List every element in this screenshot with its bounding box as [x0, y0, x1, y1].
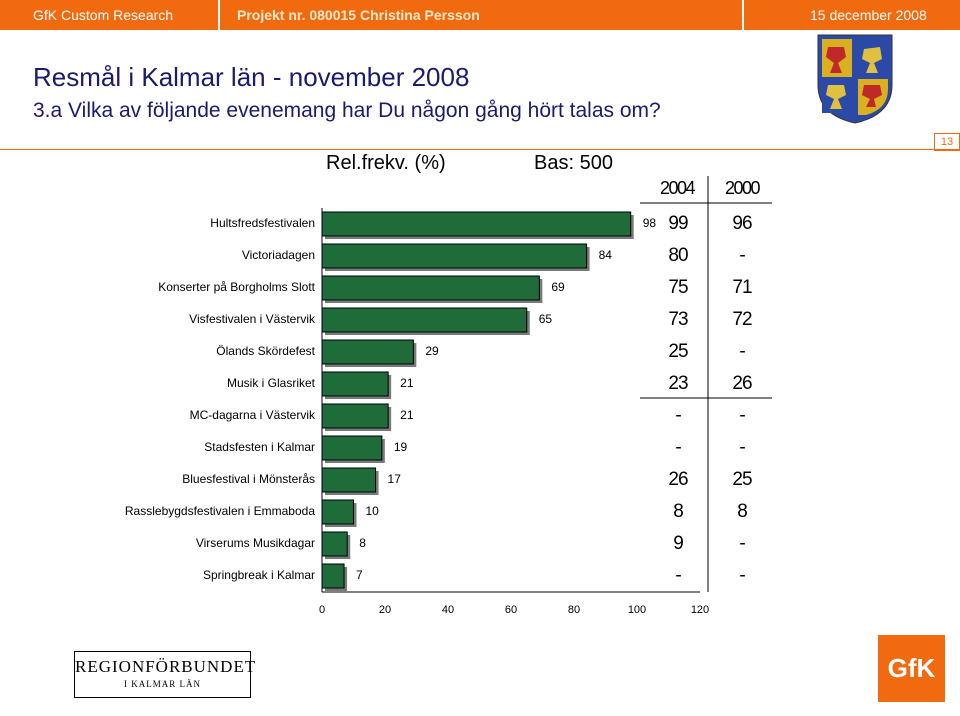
page-divider: [0, 149, 960, 150]
value-2004: 9: [673, 533, 684, 554]
region-logo: REGIONFÖRBUNDET I KALMAR LÄN: [74, 651, 257, 698]
value-2004: 23: [668, 373, 688, 394]
bar-value-label: 8: [359, 536, 366, 550]
chart-header-left: Rel.frekv. (%): [326, 152, 446, 174]
bar: [321, 371, 389, 397]
bar: [321, 435, 383, 461]
category-label: MC-dagarna i Västervik: [189, 408, 315, 422]
bar: [321, 563, 345, 589]
x-tick-label: 40: [441, 604, 455, 616]
x-tick-label: 20: [378, 604, 392, 616]
value-2004: 26: [668, 469, 688, 490]
category-label: Hultsfredsfestivalen: [210, 216, 315, 230]
value-2004: -: [675, 565, 681, 586]
value-2000: -: [739, 437, 745, 458]
chart-header-right: Bas: 500: [534, 152, 613, 174]
bar: [321, 211, 632, 237]
region-logo-line1: REGIONFÖRBUNDET: [75, 657, 257, 676]
bar-value-label: 17: [387, 472, 401, 486]
category-label: Visfestivalen i Västervik: [189, 312, 315, 326]
category-label: Virserums Musikdagar: [195, 536, 315, 550]
bar: [321, 403, 389, 429]
bar-value-label: 10: [365, 504, 379, 518]
bar-value-label: 84: [598, 248, 612, 262]
x-tick-label: 120: [690, 604, 710, 616]
bar-value-label: 21: [400, 408, 414, 422]
value-2004: 75: [668, 277, 688, 298]
category-label: Victoriadagen: [241, 248, 315, 262]
value-2004: -: [675, 405, 681, 426]
year-header-2004: 2004: [660, 178, 696, 198]
x-tick-label: 0: [318, 604, 326, 616]
bar: [321, 275, 540, 301]
bar-value-label: 29: [425, 344, 439, 358]
value-2000: 8: [737, 501, 748, 522]
top-bar-divider: [742, 0, 744, 30]
value-2004: 25: [668, 341, 688, 362]
value-2004: 8: [673, 501, 684, 522]
category-label: Rasslebygdsfestivalen i Emmaboda: [124, 504, 315, 518]
category-label: Ölands Skördefest: [216, 344, 315, 358]
company-label: GfK Custom Research: [33, 7, 174, 23]
category-label: Bluesfestival i Mönsterås: [182, 472, 315, 486]
bar: [321, 307, 528, 333]
date-label: 15 december 2008: [810, 7, 927, 23]
bar-value-label: 65: [538, 312, 553, 326]
value-2004: 99: [668, 213, 688, 234]
region-logo-line2: I KALMAR LÄN: [124, 679, 201, 689]
value-2004: 73: [668, 309, 688, 330]
bar-value-label: 69: [551, 280, 565, 294]
value-2000: 25: [732, 469, 752, 490]
project-label: Projekt nr. 080015 Christina Persson: [237, 7, 480, 23]
value-2000: -: [739, 533, 745, 554]
x-tick-label: 100: [627, 604, 647, 616]
bar: [321, 467, 377, 493]
value-2000: -: [739, 341, 745, 362]
top-bar: GfK Custom Research Projekt nr. 080015 C…: [0, 0, 960, 30]
value-2004: 80: [668, 245, 688, 266]
question-text: 3.a Vilka av följande evenemang har Du n…: [33, 99, 661, 122]
x-tick-label: 60: [504, 604, 518, 616]
bar-value-label: 98: [642, 216, 657, 230]
bar-value-label: 7: [356, 568, 363, 582]
page-title: Resmål i Kalmar län - november 2008: [33, 62, 470, 92]
bar: [321, 499, 354, 525]
bar: [321, 243, 588, 269]
value-2000: 72: [732, 309, 752, 330]
coat-of-arms-icon: [817, 34, 893, 124]
value-2000: 96: [732, 213, 752, 234]
value-2004: -: [675, 437, 681, 458]
category-label: Musik i Glasriket: [226, 376, 315, 390]
top-bar-divider: [218, 0, 220, 30]
value-2000: 26: [732, 373, 752, 394]
x-tick-label: 80: [567, 604, 581, 616]
category-label: Konserter på Borgholms Slott: [158, 280, 315, 294]
value-2000: -: [739, 565, 745, 586]
gfk-logo: GfK: [878, 635, 945, 702]
category-label: Springbreak i Kalmar: [202, 568, 315, 582]
year-header-2000: 2000: [725, 178, 761, 198]
bar-value-label: 19: [393, 440, 408, 454]
bar-value-label: 21: [400, 376, 414, 390]
value-2000: 71: [732, 277, 752, 298]
category-label: Stadsfesten i Kalmar: [204, 440, 315, 454]
value-2000: -: [739, 405, 745, 426]
value-2000: -: [739, 245, 745, 266]
bar: [321, 339, 414, 365]
bar: [321, 531, 348, 557]
